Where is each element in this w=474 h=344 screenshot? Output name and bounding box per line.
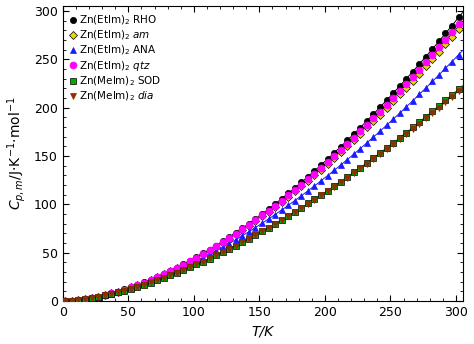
Zn(MeIm)$_2$ SOD bbox=[403, 130, 409, 135]
Line: Zn(MeIm)$_2$ $dia$: Zn(MeIm)$_2$ $dia$ bbox=[63, 88, 461, 304]
Zn(EtIm)$_2$ $am$ bbox=[272, 205, 278, 209]
Line: Zn(EtIm)$_2$ ANA: Zn(EtIm)$_2$ ANA bbox=[62, 51, 462, 304]
Zn(EtIm)$_2$ $am$ bbox=[299, 184, 304, 188]
Zn(EtIm)$_2$ $am$ bbox=[154, 275, 160, 279]
Zn(EtIm)$_2$ $qtz$ bbox=[403, 82, 409, 86]
Line: Zn(EtIm)$_2$ RHO: Zn(EtIm)$_2$ RHO bbox=[62, 14, 462, 304]
Zn(EtIm)$_2$ ANA bbox=[141, 282, 147, 286]
Zn(EtIm)$_2$ $am$ bbox=[456, 27, 462, 31]
Zn(EtIm)$_2$ $qtz$ bbox=[272, 204, 278, 208]
Zn(MeIm)$_2$ $dia$ bbox=[456, 89, 462, 93]
Zn(EtIm)$_2$ $qtz$ bbox=[63, 299, 68, 303]
Zn(MeIm)$_2$ $dia$ bbox=[200, 259, 206, 264]
Zn(EtIm)$_2$ $qtz$ bbox=[141, 280, 147, 284]
Zn(EtIm)$_2$ ANA bbox=[154, 277, 160, 281]
Zn(EtIm)$_2$ $qtz$ bbox=[456, 22, 462, 26]
Line: Zn(MeIm)$_2$ SOD: Zn(MeIm)$_2$ SOD bbox=[63, 86, 461, 304]
Zn(EtIm)$_2$ RHO bbox=[141, 280, 147, 284]
Zn(EtIm)$_2$ $qtz$ bbox=[200, 252, 206, 256]
Zn(EtIm)$_2$ $am$ bbox=[63, 299, 68, 303]
Zn(EtIm)$_2$ RHO bbox=[63, 299, 68, 303]
Zn(MeIm)$_2$ $dia$ bbox=[154, 278, 160, 282]
Zn(MeIm)$_2$ SOD bbox=[456, 87, 462, 91]
Zn(EtIm)$_2$ ANA bbox=[63, 299, 68, 303]
Zn(MeIm)$_2$ $dia$ bbox=[299, 206, 304, 210]
Zn(MeIm)$_2$ $dia$ bbox=[403, 132, 409, 136]
Zn(EtIm)$_2$ RHO bbox=[299, 180, 304, 184]
Zn(EtIm)$_2$ $qtz$ bbox=[299, 183, 304, 187]
Zn(EtIm)$_2$ ANA bbox=[299, 194, 304, 198]
Zn(EtIm)$_2$ $am$ bbox=[141, 281, 147, 285]
Zn(EtIm)$_2$ ANA bbox=[200, 256, 206, 260]
Zn(EtIm)$_2$ $am$ bbox=[200, 252, 206, 257]
Line: Zn(EtIm)$_2$ $am$: Zn(EtIm)$_2$ $am$ bbox=[62, 26, 462, 304]
Zn(MeIm)$_2$ $dia$ bbox=[63, 299, 68, 303]
Zn(EtIm)$_2$ ANA bbox=[403, 105, 409, 109]
Zn(EtIm)$_2$ RHO bbox=[154, 275, 160, 279]
Legend: Zn(EtIm)$_2$ RHO, Zn(EtIm)$_2$ $am$, Zn(EtIm)$_2$ ANA, Zn(EtIm)$_2$ $qtz$, Zn(Me: Zn(EtIm)$_2$ RHO, Zn(EtIm)$_2$ $am$, Zn(… bbox=[68, 11, 164, 105]
Zn(MeIm)$_2$ $dia$ bbox=[272, 222, 278, 226]
Zn(MeIm)$_2$ SOD bbox=[63, 299, 68, 303]
Zn(EtIm)$_2$ $am$ bbox=[403, 86, 409, 90]
Zn(MeIm)$_2$ SOD bbox=[141, 283, 147, 287]
Y-axis label: $C_{p,m}$/J·K$^{-1}$·mol$^{-1}$: $C_{p,m}$/J·K$^{-1}$·mol$^{-1}$ bbox=[6, 97, 28, 211]
Line: Zn(EtIm)$_2$ $qtz$: Zn(EtIm)$_2$ $qtz$ bbox=[62, 21, 462, 304]
Zn(EtIm)$_2$ RHO bbox=[403, 77, 409, 81]
Zn(EtIm)$_2$ RHO bbox=[200, 251, 206, 256]
Zn(EtIm)$_2$ ANA bbox=[272, 213, 278, 217]
Zn(EtIm)$_2$ $qtz$ bbox=[154, 275, 160, 279]
Zn(EtIm)$_2$ RHO bbox=[456, 15, 462, 20]
Zn(EtIm)$_2$ ANA bbox=[456, 53, 462, 57]
Zn(MeIm)$_2$ $dia$ bbox=[141, 282, 147, 287]
Zn(MeIm)$_2$ SOD bbox=[154, 278, 160, 282]
Zn(MeIm)$_2$ SOD bbox=[272, 222, 278, 226]
Zn(MeIm)$_2$ SOD bbox=[299, 206, 304, 210]
X-axis label: T/K: T/K bbox=[252, 324, 274, 338]
Zn(EtIm)$_2$ RHO bbox=[272, 202, 278, 206]
Zn(MeIm)$_2$ SOD bbox=[200, 259, 206, 264]
